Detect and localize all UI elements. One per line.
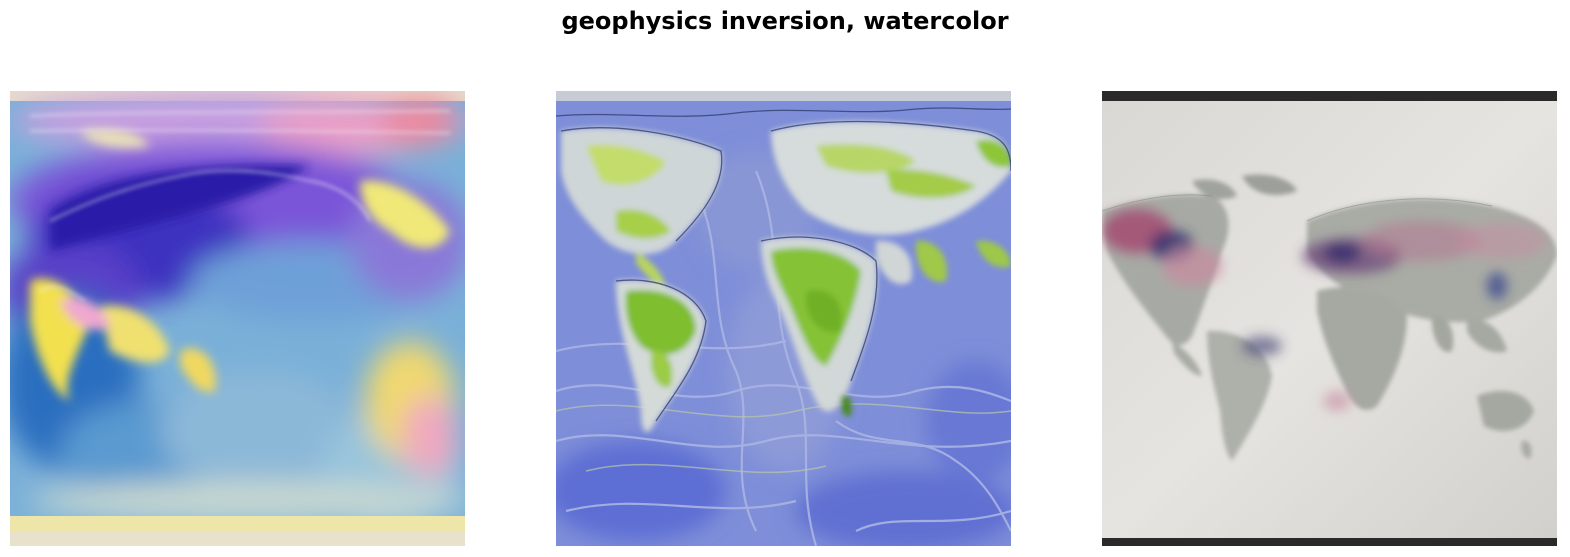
figure-title: geophysics inversion, watercolor bbox=[561, 7, 1009, 35]
watercolor-image-1 bbox=[10, 91, 465, 546]
watercolor-image-2 bbox=[556, 91, 1011, 546]
watercolor-image-3 bbox=[1102, 91, 1557, 546]
